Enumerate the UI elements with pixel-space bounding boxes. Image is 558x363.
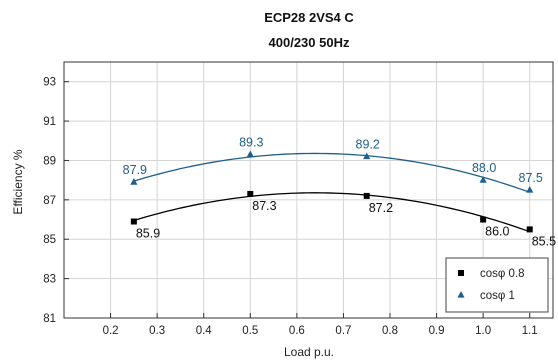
y-tick-label: 83 [43,274,56,286]
data-point [363,192,370,199]
data-point [479,176,487,183]
data-label: 87.5 [519,171,543,185]
series-line [133,192,530,233]
x-tick-label: 0.9 [429,325,445,337]
x-tick-label: 0.8 [382,325,398,337]
data-point [480,216,487,223]
x-axis-label: Load p.u. [284,345,334,359]
data-point [363,152,371,160]
y-tick-label: 89 [43,155,56,167]
data-label: 87.9 [123,163,147,177]
axes: 81 83 85 87 89 91 93 0.2 0.3 0.4 0.5 0.6 0.7 0.8 0.9 1.… [43,61,554,337]
legend-label: cosφ 1 [480,290,515,302]
series-line [133,152,530,193]
series-1: 87.9 89.3 89.2 88.0 87.5 [123,136,543,193]
y-tick-label: 93 [43,77,56,89]
chart-subtitle: 400/230 50Hz [269,35,350,50]
y-tick-label: 91 [43,116,56,128]
x-tick-label: 0.4 [196,325,213,337]
legend-label: cosφ 0.8 [480,268,525,280]
x-tick-label: 0.3 [149,325,165,337]
data-label: 86.0 [485,225,509,239]
data-label: 87.2 [369,201,393,215]
data-point [247,190,254,197]
data-point [526,226,533,233]
grid [64,62,553,319]
x-tick-label: 1.1 [522,325,538,337]
y-tick-label: 85 [43,234,56,246]
plot-frame [63,61,554,319]
series-group: 85.9 87.3 87.2 86.0 85.5 87.9 89.3 89.2 88.0 87.5 [123,136,556,249]
legend-box [445,257,549,313]
data-label: 87.3 [252,199,276,213]
data-label: 89.2 [356,138,380,152]
data-label: 85.5 [532,234,556,248]
data-point [130,178,138,185]
x-tick-label: 0.6 [289,325,305,337]
y-axis-label: Efficiency % [11,149,25,214]
data-label: 89.3 [239,136,263,150]
series-0: 85.9 87.3 87.2 86.0 85.5 [130,190,556,248]
legend-marker [457,291,465,298]
data-point [130,218,137,225]
x-tick-label: 1.0 [475,325,491,337]
legend: cosφ 0.8 cosφ 1 [445,257,549,313]
legend-marker [458,270,464,276]
x-tick-label: 0.2 [103,325,119,337]
y-tick-label: 87 [43,195,56,207]
x-tick-label: 0.7 [335,325,351,337]
y-tick-label: 81 [43,313,56,325]
x-tick-label: 0.5 [242,325,258,337]
data-label: 85.9 [136,227,160,241]
data-label: 88.0 [472,161,496,175]
chart-title: ECP28 2VS4 C [264,10,354,25]
data-point [526,186,534,193]
data-point [246,150,254,158]
